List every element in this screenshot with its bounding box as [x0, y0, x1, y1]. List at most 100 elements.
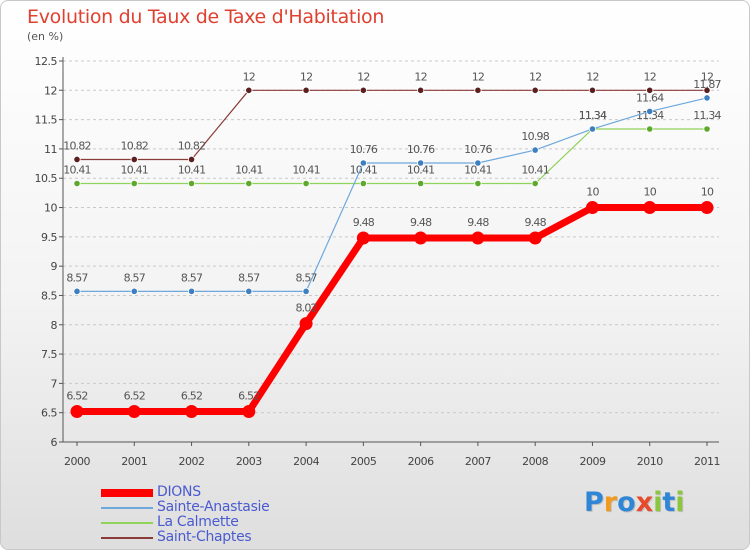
data-label: 10.41 — [235, 164, 263, 177]
data-point — [646, 107, 654, 116]
x-tick-label: 2007 — [465, 455, 491, 468]
data-label: 10.41 — [407, 164, 435, 177]
series-saint-chaptes: 10.82 10.82 10.82 12 12 12 12 12 12 12 12 12 — [63, 70, 714, 164]
data-point — [187, 179, 196, 188]
data-label: 8.02 — [295, 302, 316, 315]
data-label: 9.48 — [525, 216, 547, 229]
data-point — [302, 86, 310, 94]
data-label: 12 — [300, 70, 312, 83]
data-label: 11.64 — [636, 91, 664, 104]
logo-letter: i — [653, 487, 663, 518]
y-tick-label: 8.5 — [41, 289, 57, 302]
data-point — [130, 155, 138, 164]
data-point — [245, 86, 253, 94]
x-tick-label: 2011 — [694, 455, 720, 468]
data-point — [70, 405, 84, 419]
legend-label: La Calmette — [157, 514, 239, 530]
data-point — [302, 287, 310, 295]
legend-item: Saint-Chaptes — [101, 530, 269, 545]
data-point — [417, 86, 425, 94]
logo-letter: P — [584, 487, 604, 518]
logo-letter: t — [662, 487, 676, 518]
data-label: 12 — [357, 70, 369, 83]
data-label: 10.76 — [407, 143, 435, 156]
data-point — [73, 155, 81, 164]
data-point — [643, 201, 657, 215]
data-point — [700, 201, 714, 215]
data-point — [474, 179, 482, 188]
data-label: 8.57 — [124, 271, 146, 284]
legend-item: DIONS — [101, 485, 269, 500]
series-la-calmette: 10.41 10.41 10.41 10.41 10.41 10.41 10.41 10.41… — [63, 109, 722, 188]
legend-label: Saint-Chaptes — [157, 529, 252, 545]
y-tick-label: 12 — [44, 84, 57, 97]
data-point — [585, 201, 599, 215]
data-point — [474, 159, 482, 167]
data-point — [588, 125, 597, 133]
data-label: 9.48 — [467, 216, 489, 229]
x-ticks: 2000 2001 2002 2003 2004 2005 2006 2007 2008 2009… — [64, 442, 721, 468]
series-dions: 6.52 6.52 6.52 6.52 8.02 9.48 9.48 9.48 9.48 10 10… — [66, 186, 715, 419]
data-label: 12 — [586, 70, 598, 83]
data-label: 11.87 — [693, 78, 721, 91]
data-label: 6.52 — [66, 390, 87, 403]
x-tick-label: 2005 — [350, 455, 376, 468]
y-tick-label: 8 — [51, 319, 58, 332]
x-tick-label: 2003 — [236, 455, 262, 468]
x-tick-label: 2009 — [579, 455, 605, 468]
data-label: 10.98 — [521, 130, 549, 143]
legend-item: La Calmette — [101, 515, 269, 530]
data-point — [127, 405, 141, 419]
data-point — [414, 231, 428, 245]
data-point — [299, 317, 313, 331]
data-point — [245, 287, 253, 295]
data-point — [417, 159, 425, 167]
data-label: 11.34 — [636, 109, 664, 122]
data-point — [130, 179, 138, 188]
data-label: 10 — [644, 186, 657, 199]
series-line — [77, 97, 708, 292]
data-point — [646, 86, 654, 94]
data-point — [73, 287, 81, 295]
data-point — [359, 86, 367, 94]
data-point — [703, 86, 711, 94]
data-label: 10.41 — [521, 164, 549, 177]
data-label: 10.41 — [292, 164, 320, 177]
data-label: 6.52 — [238, 390, 259, 403]
data-label: 12 — [414, 70, 426, 83]
y-tick-label: 7.5 — [41, 348, 57, 361]
data-label: 12 — [472, 70, 484, 83]
y-tick-label: 10 — [44, 202, 57, 215]
chart-subtitle: (en %) — [27, 30, 64, 43]
x-tick-label: 2008 — [522, 455, 548, 468]
y-tick-label: 9.5 — [41, 231, 57, 244]
data-point — [646, 125, 654, 133]
legend-item: Sainte-Anastasie — [101, 500, 270, 515]
data-label: 10.82 — [121, 139, 149, 152]
data-point — [187, 287, 196, 295]
series-line — [77, 204, 707, 416]
y-tick-label: 12.5 — [35, 55, 58, 68]
data-label: 9.48 — [410, 216, 432, 229]
data-label: 10.82 — [63, 139, 91, 152]
data-point — [185, 405, 199, 419]
data-point — [703, 94, 711, 102]
x-tick-label: 2004 — [293, 455, 319, 468]
series-line — [77, 128, 707, 185]
data-label: 8.57 — [66, 271, 88, 284]
y-tick-label: 11 — [44, 143, 57, 156]
data-label: 6.52 — [124, 390, 145, 403]
series-line — [77, 89, 707, 161]
data-label: 10.76 — [464, 143, 492, 156]
data-label: 10.41 — [464, 164, 492, 177]
data-point — [588, 86, 597, 94]
data-point — [417, 179, 425, 188]
logo-letter: r — [603, 487, 618, 518]
data-point — [356, 231, 370, 245]
logo-letter: i — [675, 487, 685, 518]
data-label: 10.76 — [350, 143, 378, 156]
legend-swatch — [101, 506, 153, 509]
data-point — [359, 159, 367, 167]
data-label: 10.41 — [121, 164, 149, 177]
